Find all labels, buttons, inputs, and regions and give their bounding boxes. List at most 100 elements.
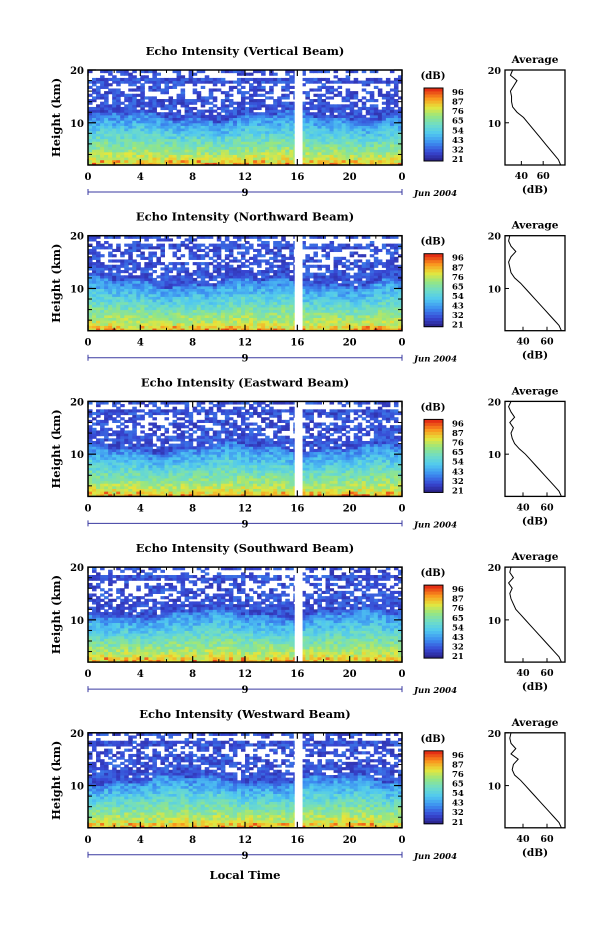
- heatmap-cell: [377, 325, 383, 329]
- heatmap-cell: [253, 272, 258, 276]
- heatmap-cell: [249, 246, 254, 250]
- heatmap-cell: [349, 296, 355, 300]
- heatmap-cell: [309, 328, 314, 332]
- heatmap-cell: [301, 493, 306, 497]
- heatmap-cell: [224, 128, 230, 132]
- heatmap-cell: [172, 112, 178, 116]
- heatmap-cell: [200, 125, 206, 129]
- heatmap-cell: [208, 493, 214, 497]
- heatmap-cell: [341, 138, 347, 142]
- heatmap-cell: [240, 117, 246, 121]
- heatmap-cell: [261, 491, 266, 495]
- heatmap-cell: [224, 320, 230, 324]
- heatmap-cell: [144, 162, 149, 166]
- heatmap-cell: [88, 157, 93, 161]
- heatmap-cell: [188, 322, 194, 326]
- heatmap-cell: [220, 138, 226, 142]
- heatmap-cell: [204, 304, 210, 308]
- heatmap-cell: [220, 99, 226, 103]
- heatmap-cell: [301, 154, 306, 158]
- heatmap-cell: [341, 306, 347, 311]
- heatmap-cell: [92, 106, 97, 111]
- heatmap-cell: [349, 154, 355, 158]
- heatmap-cell: [389, 285, 395, 289]
- heatmap-cell: [321, 104, 327, 108]
- heatmap-cell: [325, 280, 331, 284]
- heatmap-cell: [240, 157, 246, 161]
- heatmap-cell: [132, 293, 137, 297]
- heatmap-cell: [192, 320, 198, 324]
- heatmap-cell: [204, 120, 210, 124]
- heatmap-cell: [116, 325, 121, 329]
- heatmap-cell: [373, 114, 379, 118]
- heatmap-cell: [108, 320, 113, 324]
- heatmap-cell: [341, 141, 347, 145]
- heatmap-cell: [136, 296, 141, 300]
- heatmap-cell: [228, 240, 234, 245]
- heatmap-cell: [381, 117, 387, 121]
- heatmap-cell: [192, 309, 198, 313]
- heatmap-cell: [261, 120, 266, 124]
- heatmap-cell: [397, 135, 403, 140]
- heatmap-cell: [381, 493, 387, 497]
- heatmap-cell: [136, 130, 141, 134]
- heatmap-cell: [168, 106, 174, 111]
- heatmap-cell: [301, 114, 306, 118]
- heatmap-cell: [277, 259, 282, 263]
- heatmap-cell: [309, 101, 314, 105]
- heatmap-cell: [228, 293, 234, 297]
- heatmap-cell: [309, 293, 314, 297]
- heatmap-cell: [100, 130, 105, 134]
- heatmap-cell: [156, 128, 161, 132]
- heatmap-cell: [393, 80, 399, 84]
- heatmap-cell: [164, 157, 170, 161]
- heatmap-cell: [156, 122, 161, 126]
- heatmap-cell: [184, 291, 190, 295]
- heatmap-cell: [200, 296, 206, 300]
- heatmap-cell: [188, 99, 194, 103]
- heatmap-cell: [124, 235, 129, 239]
- heatmap-cell: [393, 85, 399, 89]
- heatmap-cell: [148, 112, 153, 116]
- heatmap-cell: [112, 488, 117, 492]
- heatmap-cell: [132, 80, 137, 84]
- heatmap-cell: [140, 85, 145, 89]
- heatmap-cell: [116, 104, 121, 108]
- heatmap-cell: [289, 151, 294, 155]
- heatmap-cell: [152, 141, 157, 145]
- heatmap-cell: [357, 493, 363, 497]
- heatmap-cell: [140, 304, 145, 308]
- heatmap-cell: [245, 114, 250, 118]
- heatmap-cell: [385, 267, 391, 271]
- heatmap-cell: [325, 322, 331, 326]
- heatmap-cell: [88, 101, 93, 105]
- profile-x-label: (dB): [522, 350, 548, 362]
- heatmap-cell: [188, 149, 194, 153]
- heatmap-cell: [216, 128, 222, 132]
- heatmap-cell: [369, 91, 375, 95]
- heatmap-cell: [220, 91, 226, 95]
- heatmap-cell: [156, 325, 161, 329]
- heatmap-cell: [309, 125, 314, 129]
- heatmap-cell: [317, 267, 322, 271]
- heatmap-cell: [184, 283, 190, 287]
- heatmap-cell: [353, 243, 359, 247]
- heatmap-cell: [192, 149, 198, 153]
- heatmap-cell: [257, 254, 262, 258]
- heatmap-cell: [172, 288, 178, 292]
- heatmap-cell: [245, 264, 250, 268]
- heatmap-cell: [152, 80, 157, 84]
- heatmap-cell: [184, 125, 190, 129]
- heatmap-cell: [168, 77, 174, 82]
- heatmap-cell: [305, 135, 310, 140]
- heatmap-cell: [148, 259, 153, 263]
- heatmap-cell: [341, 133, 347, 137]
- heatmap-cell: [353, 309, 359, 313]
- heatmap-cell: [257, 125, 262, 129]
- heatmap-cell: [329, 312, 335, 316]
- heatmap-cell: [261, 320, 266, 324]
- heatmap-cell: [136, 117, 141, 121]
- heatmap-cell: [389, 275, 395, 279]
- heatmap-cell: [104, 299, 109, 303]
- heatmap-cell: [337, 138, 343, 142]
